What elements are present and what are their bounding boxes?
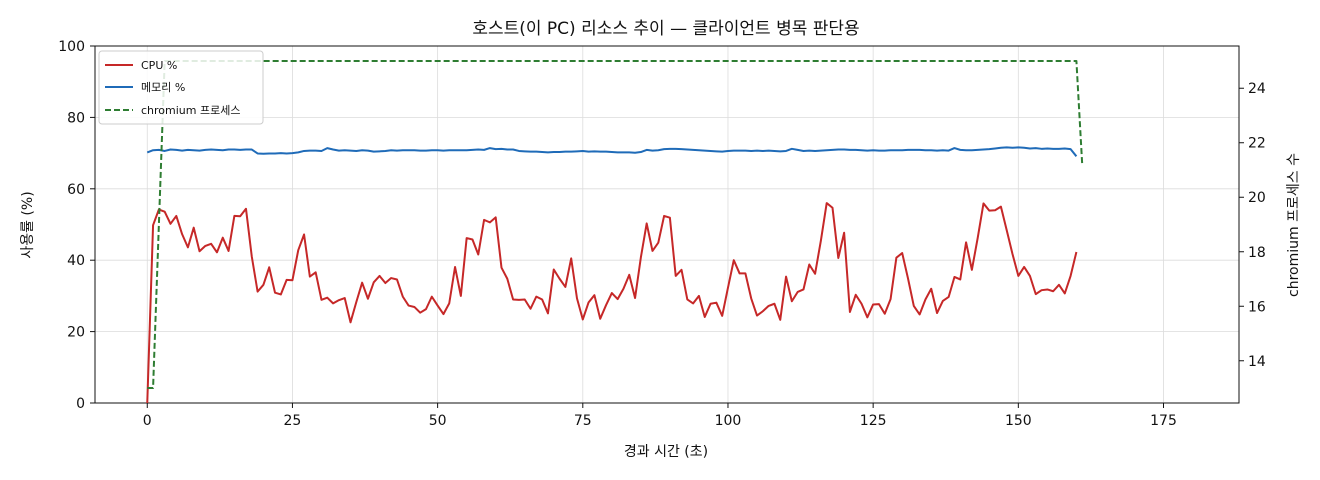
x-tick-label: 25 bbox=[284, 413, 302, 429]
y-tick-label: 60 bbox=[67, 182, 85, 198]
x-axis: 0 25 50 75 100 125 150 175 bbox=[143, 403, 1177, 429]
series-line-0 bbox=[146, 202, 1078, 404]
legend-label-chromium: chromium 프로세스 bbox=[141, 104, 240, 117]
y-tick-label: 0 bbox=[76, 396, 85, 412]
y2-tick-label: 20 bbox=[1248, 190, 1266, 206]
x-tick-label: 0 bbox=[143, 413, 152, 429]
y-axis-label: 사용률 (%) bbox=[20, 191, 36, 258]
plot-frame bbox=[94, 45, 1240, 404]
legend-label-cpu: CPU % bbox=[141, 59, 177, 72]
y2-tick-label: 24 bbox=[1248, 81, 1266, 97]
y2-axis-label: chromium 프로세스 수 bbox=[1286, 153, 1302, 297]
y-axis-right: 14 16 18 20 22 24 bbox=[1239, 81, 1266, 370]
x-tick-label: 50 bbox=[429, 413, 447, 429]
y-tick-label: 80 bbox=[67, 110, 85, 126]
x-axis-label: 경과 시간 (초) bbox=[624, 444, 708, 460]
x-tick-label: 75 bbox=[574, 413, 592, 429]
chart-title: 호스트(이 PC) 리소스 추이 — 클라이언트 병목 판단용 bbox=[472, 19, 859, 39]
x-tick-label: 175 bbox=[1150, 413, 1177, 429]
legend-box bbox=[98, 50, 264, 125]
y-tick-label: 40 bbox=[67, 253, 85, 269]
series-layer bbox=[146, 59, 1084, 404]
y-tick-label: 20 bbox=[67, 325, 85, 341]
x-tick-label: 150 bbox=[1005, 413, 1032, 429]
y2-tick-label: 22 bbox=[1248, 136, 1266, 152]
y2-tick-label: 16 bbox=[1248, 299, 1266, 315]
series-line-1 bbox=[146, 146, 1078, 157]
x-tick-label: 100 bbox=[715, 413, 742, 429]
legend-label-memory: 메모리 % bbox=[141, 81, 185, 94]
y2-tick-label: 18 bbox=[1248, 245, 1266, 261]
legend: CPU % 메모리 % chromium 프로세스 bbox=[98, 50, 264, 125]
grid bbox=[95, 45, 1239, 404]
series-line-2 bbox=[147, 59, 1084, 390]
y-axis-left: 0 20 40 60 80 100 bbox=[58, 39, 95, 412]
x-tick-label: 125 bbox=[860, 413, 887, 429]
y2-tick-label: 14 bbox=[1248, 354, 1266, 370]
y-tick-label: 100 bbox=[58, 39, 85, 55]
